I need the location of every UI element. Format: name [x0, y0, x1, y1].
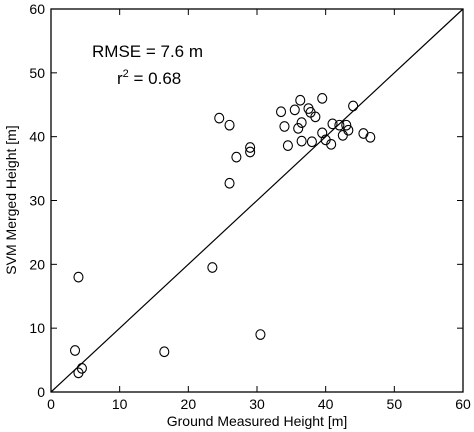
data-point — [255, 329, 266, 340]
data-point — [279, 121, 290, 132]
data-point — [214, 112, 225, 124]
data-point — [282, 140, 293, 151]
x-axis-label: Ground Measured Height [m] — [167, 413, 348, 429]
x-tick-label: 0 — [47, 396, 55, 412]
y-tick-label: 40 — [29, 129, 45, 145]
data-point — [327, 118, 338, 130]
rmse-annotation: RMSE = 7.6 m — [92, 42, 203, 61]
data-point — [303, 103, 314, 114]
r2-annotation: r2 = 0.68 — [117, 68, 181, 88]
one-to-one-line — [50, 8, 464, 393]
r2-prefix: r — [117, 69, 123, 88]
y-axis-label: SVM Merged Height [m] — [3, 125, 19, 274]
x-tick-label: 10 — [112, 396, 128, 412]
x-tick-label: 60 — [455, 396, 471, 412]
data-point — [343, 124, 354, 136]
x-tick-label: 30 — [249, 396, 265, 412]
y-tick-label: 60 — [29, 1, 45, 17]
y-tick-label: 10 — [29, 320, 45, 336]
r2-superscript: 2 — [123, 68, 129, 80]
data-point — [293, 123, 304, 134]
data-point — [310, 111, 321, 123]
data-point — [207, 262, 218, 273]
data-point — [326, 138, 337, 150]
data-point — [159, 346, 170, 358]
reference-line-layer — [50, 8, 464, 393]
data-point — [69, 345, 81, 356]
tick-layer: 0 10 20 30 40 50 60 0 10 20 30 40 50 60 — [29, 1, 471, 412]
data-point — [289, 104, 300, 116]
data-point — [296, 117, 307, 128]
data-point — [231, 151, 242, 163]
y-tick-label: 0 — [37, 384, 45, 400]
data-point — [224, 177, 235, 189]
y-tick-label: 30 — [29, 193, 45, 209]
data-point — [245, 142, 256, 153]
data-point — [73, 271, 84, 283]
data-point — [306, 136, 317, 148]
r2-value: = 0.68 — [129, 69, 181, 88]
data-point — [358, 128, 369, 139]
y-tick-label: 50 — [29, 65, 45, 81]
data-point — [317, 127, 328, 139]
data-point — [334, 119, 345, 131]
data-point — [295, 94, 306, 106]
data-point — [365, 131, 376, 143]
y-tick-label: 20 — [29, 256, 45, 272]
data-point — [296, 135, 307, 147]
x-tick-label: 50 — [387, 396, 403, 412]
data-point — [245, 146, 256, 158]
x-tick-label: 40 — [318, 396, 334, 412]
data-point — [224, 119, 235, 131]
data-point — [337, 130, 348, 141]
x-tick-label: 20 — [181, 396, 197, 412]
data-point — [317, 93, 328, 104]
point-layer — [69, 93, 376, 379]
data-point — [348, 100, 359, 112]
data-point — [341, 119, 352, 131]
data-point — [275, 106, 287, 118]
data-point — [76, 363, 87, 374]
